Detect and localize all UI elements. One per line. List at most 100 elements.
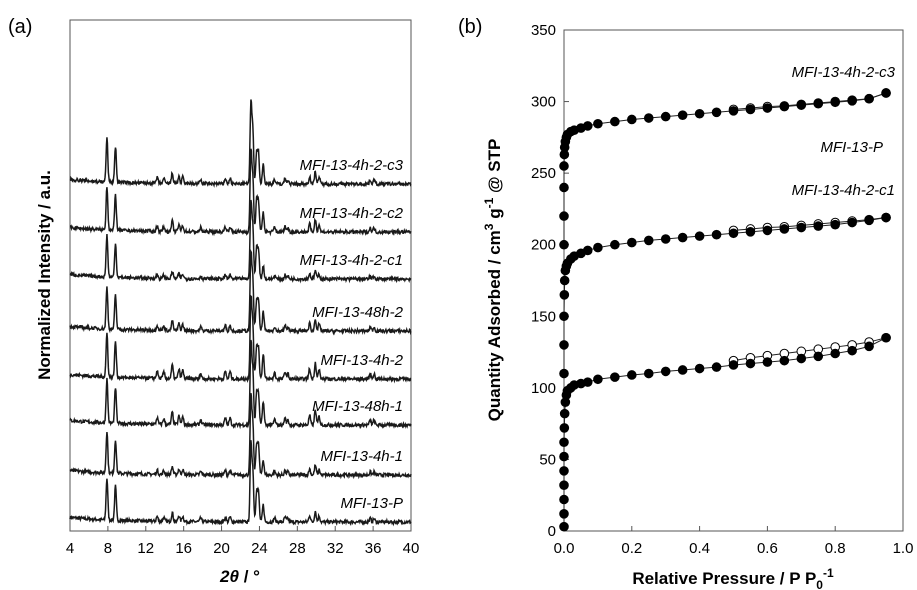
adsorption-point <box>847 217 857 228</box>
desorption-line <box>733 337 887 362</box>
adsorption-point <box>582 245 593 256</box>
panel-b-label: (b) <box>458 16 482 38</box>
adsorption-point <box>881 332 891 343</box>
desorption-line <box>733 92 887 110</box>
adsorption-point <box>847 96 857 106</box>
xrd-x-axis-label: 2θ / ° <box>219 567 260 586</box>
isotherm-lines <box>563 92 887 527</box>
adsorption-point <box>762 103 773 113</box>
adsorption-point <box>762 225 773 236</box>
adsorption-point <box>593 118 603 129</box>
adsorption-point <box>643 235 654 246</box>
xrd-x-tick-label: 12 <box>137 540 154 557</box>
adsorption-point <box>627 114 637 125</box>
isotherm-x-tick-label: 0.0 <box>554 540 575 557</box>
xrd-x-tick-label: 36 <box>365 540 382 557</box>
xrd-y-axis-label: Normalized Intensity / a.u. <box>35 170 54 380</box>
adsorption-point <box>864 215 874 226</box>
xrd-x-tick-label: 24 <box>251 540 268 557</box>
isotherm-x-tick-label: 0.8 <box>825 540 846 557</box>
isotherm-x-axis-sub: 0 <box>816 578 823 590</box>
xrd-x-tick-label: 40 <box>403 540 420 557</box>
adsorption-point <box>559 423 570 433</box>
isotherm-x-axis-sup: -1 <box>823 566 834 580</box>
adsorption-point <box>779 224 790 234</box>
isotherm-y-axis-label: Quantity Adsorbed / cm3 g-1 @ STP <box>482 139 504 422</box>
adsorption-line <box>563 337 887 527</box>
adsorption-point <box>559 182 569 193</box>
xrd-x-tick-label: 4 <box>66 540 74 557</box>
xrd-series-label: MFI-13-4h-1 <box>320 448 403 465</box>
isotherm-y-axis-sup2: -1 <box>482 197 496 208</box>
adsorption-point <box>796 222 807 233</box>
adsorption-point <box>762 357 773 367</box>
adsorption-point <box>559 290 570 300</box>
adsorption-point <box>779 355 790 366</box>
adsorption-point <box>881 88 891 98</box>
isotherm-y-tick-label: 50 <box>539 451 556 468</box>
adsorption-point <box>610 239 620 250</box>
adsorption-point <box>559 408 570 419</box>
adsorption-point <box>711 362 722 372</box>
xrd-series-labels: MFI-13-P MFI-13-4h-1 MFI-13-48h-1 MFI-13-4h… <box>300 157 404 512</box>
xrd-trace <box>69 199 412 284</box>
adsorption-point <box>728 106 739 116</box>
adsorption-point <box>677 365 688 375</box>
adsorption-point <box>559 466 569 476</box>
xrd-series-label: MFI-13-4h-2-c2 <box>300 205 404 222</box>
adsorption-point <box>559 480 569 490</box>
xrd-x-tick-label: 8 <box>104 540 112 557</box>
isotherm-x-tick-label: 0.2 <box>621 540 642 557</box>
xrd-series-label: MFI-13-48h-2 <box>312 304 404 321</box>
xrd-x-axis-symbol: 2θ <box>219 567 239 586</box>
adsorption-point <box>813 351 824 362</box>
adsorption-point <box>728 228 739 239</box>
xrd-x-tick-label: 20 <box>213 540 230 557</box>
isotherm-series-labels: MFI-13-P MFI-13-4h-2-c1 MFI-13-4h-2-c3 <box>792 64 896 199</box>
adsorption-point <box>881 212 891 223</box>
adsorption-point <box>677 232 688 243</box>
xrd-trace <box>69 440 412 527</box>
adsorption-point <box>559 521 569 532</box>
isotherm-y-tick-label: 300 <box>531 94 556 111</box>
isotherm-y-axis-base: Quantity Adsorbed / cm <box>485 230 504 421</box>
xrd-x-ticks: 4 8 12 16 20 24 28 32 36 40 <box>66 526 420 557</box>
isotherm-y-ticks: 0 50 100 150 200 250 300 350 <box>531 22 569 540</box>
adsorption-point <box>559 211 569 221</box>
adsorption-point <box>559 509 569 519</box>
adsorption-point <box>559 368 569 379</box>
adsorption-point <box>559 311 569 322</box>
adsorption-point <box>559 239 569 250</box>
isotherm-points <box>559 88 891 532</box>
isotherm-y-tick-label: 100 <box>531 380 556 397</box>
isotherm-series-label: MFI-13-P <box>820 139 883 156</box>
xrd-series-label: MFI-13-P <box>340 495 403 512</box>
xrd-series-label: MFI-13-4h-2-c1 <box>300 252 403 269</box>
isotherm-x-ticks: 0.0 0.2 0.4 0.6 0.8 1.0 <box>554 526 913 557</box>
isotherm-x-axis-base: Relative Pressure / P P <box>632 569 816 588</box>
adsorption-point <box>660 111 671 122</box>
isotherm-y-axis-tail: @ STP <box>485 139 504 198</box>
adsorption-point <box>610 116 620 127</box>
adsorption-point <box>745 227 756 237</box>
xrd-plot-frame <box>69 19 412 532</box>
panel-a-label: (a) <box>8 16 32 38</box>
isotherm-y-tick-label: 200 <box>531 237 556 254</box>
adsorption-point <box>677 110 688 120</box>
xrd-x-axis-unit: / ° <box>239 567 260 586</box>
adsorption-point <box>728 360 739 370</box>
xrd-traces <box>69 99 412 527</box>
adsorption-point <box>627 237 637 248</box>
xrd-x-tick-label: 32 <box>327 540 344 557</box>
isotherm-series-label: MFI-13-4h-2-c1 <box>792 182 895 199</box>
adsorption-point <box>830 97 841 108</box>
adsorption-point <box>660 366 671 377</box>
adsorption-point <box>559 161 569 171</box>
xrd-trace <box>69 392 412 480</box>
adsorption-point <box>694 231 705 241</box>
isotherm-y-tick-label: 150 <box>531 308 556 325</box>
xrd-trace <box>69 148 412 237</box>
adsorption-point <box>582 121 593 131</box>
adsorption-point <box>627 370 637 380</box>
isotherm-y-axis-mid: g <box>485 208 504 223</box>
